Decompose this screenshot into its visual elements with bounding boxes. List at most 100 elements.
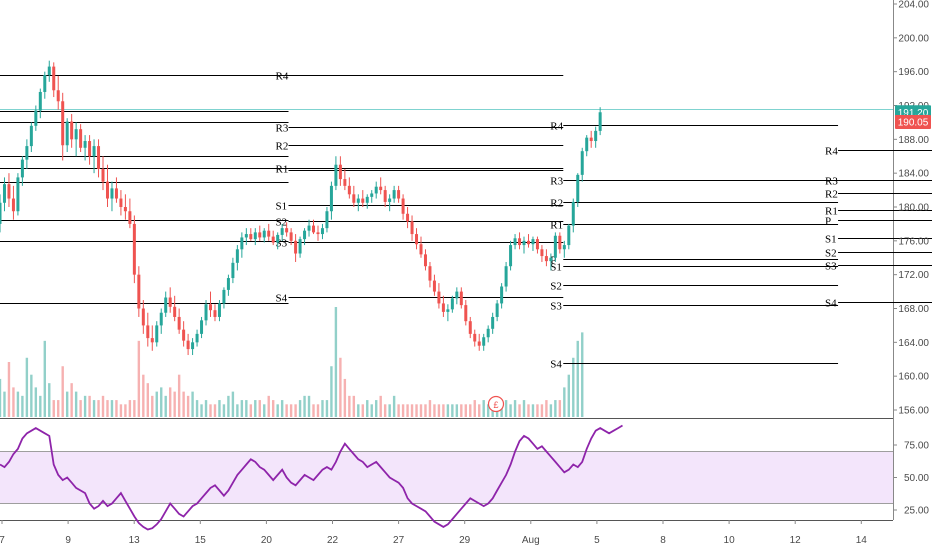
volume-bar xyxy=(110,400,114,417)
volume-bar xyxy=(455,404,459,417)
time-axis-label: 29 xyxy=(459,535,471,546)
volume-bar xyxy=(558,400,562,417)
candle-body xyxy=(114,188,118,199)
volume-bar xyxy=(406,404,409,417)
candle-body xyxy=(432,280,436,292)
price-axis-label: 200.00 xyxy=(898,33,929,44)
candle-body xyxy=(441,303,445,312)
price-axis-label: 168.00 xyxy=(898,304,929,315)
rsi-axis-label: 75.00 xyxy=(904,441,929,452)
pivot-label-r4: R4 xyxy=(825,146,838,158)
candle-body xyxy=(213,310,217,317)
candle-body xyxy=(401,198,405,214)
volume-bar xyxy=(263,404,266,417)
volume-bar xyxy=(509,404,512,417)
volume-bar xyxy=(88,395,91,417)
candle-body xyxy=(110,188,114,199)
candle-body xyxy=(303,230,307,240)
pivot-label-r1: R1 xyxy=(825,206,838,218)
volume-bar xyxy=(366,400,369,417)
volume-bar xyxy=(106,400,109,417)
volume-bar xyxy=(39,395,42,417)
candle-body xyxy=(567,225,571,246)
candle-body xyxy=(334,164,338,186)
time-axis-label: 20 xyxy=(261,535,273,546)
candle-body xyxy=(455,291,459,299)
volume-bar xyxy=(419,404,423,417)
volume-bar xyxy=(151,395,154,417)
rsi-panel: 25.00 50.00 75.00 xyxy=(0,424,929,531)
candle-body xyxy=(164,297,168,313)
time-axis-label: 9 xyxy=(65,535,71,546)
candle-body xyxy=(267,230,271,237)
volume-bar xyxy=(339,357,342,417)
volume-bar xyxy=(155,391,158,417)
candle-body xyxy=(544,256,548,262)
candle-body xyxy=(473,333,477,342)
candle-body xyxy=(11,198,15,212)
volume-bar xyxy=(182,391,185,417)
candle-body xyxy=(410,221,414,235)
candle-body xyxy=(271,236,275,243)
candle-body xyxy=(47,66,51,76)
candle-body xyxy=(477,341,481,346)
time-axis-label: 10 xyxy=(724,535,736,546)
candle-body xyxy=(155,325,159,343)
volume-bar xyxy=(146,383,149,417)
candle-body xyxy=(415,234,419,245)
candle-body xyxy=(2,184,6,203)
candle-body xyxy=(276,234,280,243)
candle-body xyxy=(38,91,42,111)
candle-body xyxy=(240,237,244,250)
price-axis-label: 180.00 xyxy=(898,203,929,214)
volume-bar xyxy=(343,378,347,417)
pivot-label-r2: R2 xyxy=(276,141,289,153)
pivot-label-p: P xyxy=(550,255,556,267)
price-axis-label: 184.00 xyxy=(898,169,929,180)
pivot-label-s3: S3 xyxy=(825,261,837,273)
volume-bar xyxy=(254,400,257,417)
volume-bar xyxy=(576,340,579,417)
volume-bar xyxy=(43,340,46,417)
candle-body xyxy=(249,234,253,240)
candle-body xyxy=(571,201,575,226)
volume-bar xyxy=(186,395,190,417)
candle-body xyxy=(217,303,221,317)
candle-body xyxy=(294,240,298,254)
volume-bar xyxy=(83,395,87,417)
volume-bar xyxy=(168,387,172,417)
pivot-label-r2: R2 xyxy=(825,189,838,201)
volume-bar xyxy=(433,404,436,417)
volume-bar xyxy=(213,404,217,417)
candle-body xyxy=(307,225,311,231)
volume-bar xyxy=(222,404,226,417)
candle-body xyxy=(280,228,284,235)
candle-body xyxy=(226,278,230,290)
volume-bar xyxy=(469,404,472,417)
volume-bar xyxy=(401,404,405,417)
earnings-icon-glyph: £ xyxy=(493,400,498,410)
candle-body xyxy=(43,75,47,92)
volume-bar xyxy=(397,404,400,417)
candle-body xyxy=(594,130,598,142)
candle-body xyxy=(361,198,365,203)
volume-bar xyxy=(249,404,253,417)
candle-body xyxy=(0,202,2,224)
earnings-marker: £ xyxy=(487,395,505,413)
candles xyxy=(0,60,602,356)
candle-body xyxy=(159,312,163,326)
candle-body xyxy=(370,193,374,197)
volume-bar xyxy=(518,404,521,417)
price-badge xyxy=(895,114,931,129)
candle-body xyxy=(289,232,293,241)
candle-body xyxy=(105,181,109,199)
candle-body xyxy=(509,245,513,267)
volume-bar xyxy=(316,404,320,417)
price-badge-label: 191.20 xyxy=(898,108,929,119)
volume-bar xyxy=(25,357,29,417)
candle-body xyxy=(553,235,557,258)
volume-bar xyxy=(442,404,445,417)
time-axis-label: 22 xyxy=(327,535,339,546)
